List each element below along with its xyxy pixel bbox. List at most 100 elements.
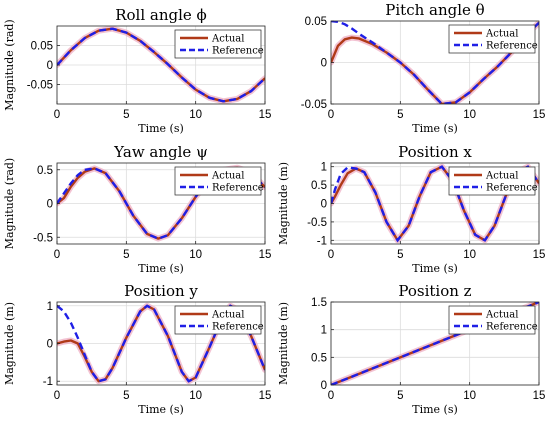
x-tick-label: 10	[463, 249, 476, 261]
x-axis-label: Time (s)	[412, 403, 458, 416]
y-axis-label: Magnitude (rad)	[3, 158, 16, 249]
chart-title: Position z	[398, 282, 471, 300]
legend-label-actual: Actual	[485, 171, 518, 182]
y-tick-label: 1	[47, 301, 53, 313]
x-tick-label: 0	[328, 109, 334, 121]
legend-label-actual: Actual	[211, 34, 244, 45]
legend-label-actual: Actual	[485, 310, 518, 321]
legend-box	[448, 24, 536, 54]
y-tick-label: -1	[43, 376, 53, 388]
x-tick-label: 10	[463, 109, 476, 121]
axes-box	[330, 301, 540, 386]
y-tick-label: 0.5	[311, 180, 327, 192]
legend-label-actual: Actual	[485, 29, 518, 40]
y-tick-label: 0	[47, 60, 53, 72]
y-axis-label: Magnitude (m)	[3, 302, 16, 385]
x-tick-label: 15	[259, 390, 272, 402]
y-axis-label: Magnitude (m)	[277, 302, 290, 385]
legend-label-actual: Actual	[211, 310, 244, 321]
y-tick-label: -0.5	[307, 217, 327, 229]
legend-label-actual: Actual	[211, 171, 244, 182]
series-group	[331, 163, 539, 244]
y-tick-label: 0	[47, 199, 53, 211]
x-tick-label: 5	[123, 390, 129, 402]
y-tick-label: 0	[321, 58, 327, 70]
x-axis-label: Time (s)	[138, 122, 184, 135]
y-tick-label: 0	[47, 339, 53, 351]
x-tick-label: 5	[123, 249, 129, 261]
x-tick-label: 10	[463, 390, 476, 402]
y-tick-label: -0.05	[301, 99, 327, 111]
y-tick-label: 0	[321, 199, 327, 211]
y-tick-label: -0.5	[33, 232, 53, 244]
legend-box	[174, 305, 262, 335]
series-reference-line	[331, 165, 539, 243]
legend-label-reference: Reference	[486, 183, 538, 194]
legend-box	[174, 166, 262, 196]
x-tick-label: 5	[123, 109, 129, 121]
x-tick-label: 15	[533, 109, 546, 121]
y-axis-label: Magnitude (m)	[277, 162, 290, 245]
x-tick-label: 15	[259, 249, 272, 261]
legend-label-reference: Reference	[212, 183, 264, 194]
series-group	[57, 26, 265, 104]
chart-title: Position y	[124, 282, 198, 300]
x-tick-label: 15	[259, 109, 272, 121]
legend-label-reference: Reference	[486, 41, 538, 52]
legend-box	[174, 29, 262, 59]
x-tick-label: 5	[397, 390, 403, 402]
legend-label-reference: Reference	[486, 322, 538, 333]
x-tick-label: 0	[328, 390, 334, 402]
x-axis-label: Time (s)	[138, 403, 184, 416]
chart-title: Yaw angle ψ	[113, 143, 208, 161]
series-reference-line	[331, 302, 539, 385]
x-tick-label: 10	[189, 390, 202, 402]
x-tick-label: 15	[533, 249, 546, 261]
x-tick-label: 5	[397, 249, 403, 261]
x-tick-label: 0	[54, 390, 60, 402]
x-axis-label: Time (s)	[412, 262, 458, 275]
chart-title: Pitch angle θ	[385, 1, 484, 19]
series-group	[331, 21, 539, 104]
y-tick-label: -1	[317, 235, 327, 247]
x-tick-label: 10	[189, 249, 202, 261]
legend-box	[448, 166, 536, 196]
y-tick-label: -0.05	[27, 80, 53, 92]
y-tick-label: 0.05	[305, 16, 327, 28]
x-tick-label: 5	[397, 109, 403, 121]
y-tick-label: 1	[321, 162, 327, 174]
y-tick-label: 1	[321, 325, 327, 337]
series-reference-line	[331, 21, 539, 104]
x-tick-label: 10	[189, 109, 202, 121]
chart-panel-6: 0 5 10 15 1.5 1 0.5 0 Position z Time (s) Magnitud…	[277, 282, 545, 416]
legend-label-reference: Reference	[212, 322, 264, 333]
x-tick-label: 0	[54, 109, 60, 121]
series-reference-line	[57, 27, 265, 103]
y-tick-label: 0.05	[31, 41, 53, 53]
x-tick-label: 15	[533, 390, 546, 402]
y-tick-label: 0	[321, 380, 327, 392]
y-axis-label: Magnitude (rad)	[3, 19, 16, 110]
y-tick-label: 0.5	[37, 165, 53, 177]
x-tick-label: 0	[54, 249, 60, 261]
x-tick-label: 0	[328, 249, 334, 261]
x-axis-label: Time (s)	[412, 122, 458, 135]
chart-panel-1: 0 5 10 15 0.05 0 -0.05 Roll angle ϕ Time (s) Magn…	[3, 6, 271, 135]
chart-panel-4: 0 5 10 15 1 0.5 0 -0.5 -1 Position x Time (s) Magni…	[277, 143, 545, 275]
chart-title: Roll angle ϕ	[115, 6, 207, 24]
chart-title: Position x	[398, 143, 472, 161]
y-tick-label: 0.5	[311, 352, 327, 364]
legend-box	[448, 305, 536, 335]
legend-label-reference: Reference	[212, 46, 264, 57]
y-tick-label: 1.5	[311, 297, 327, 309]
x-axis-label: Time (s)	[138, 262, 184, 275]
